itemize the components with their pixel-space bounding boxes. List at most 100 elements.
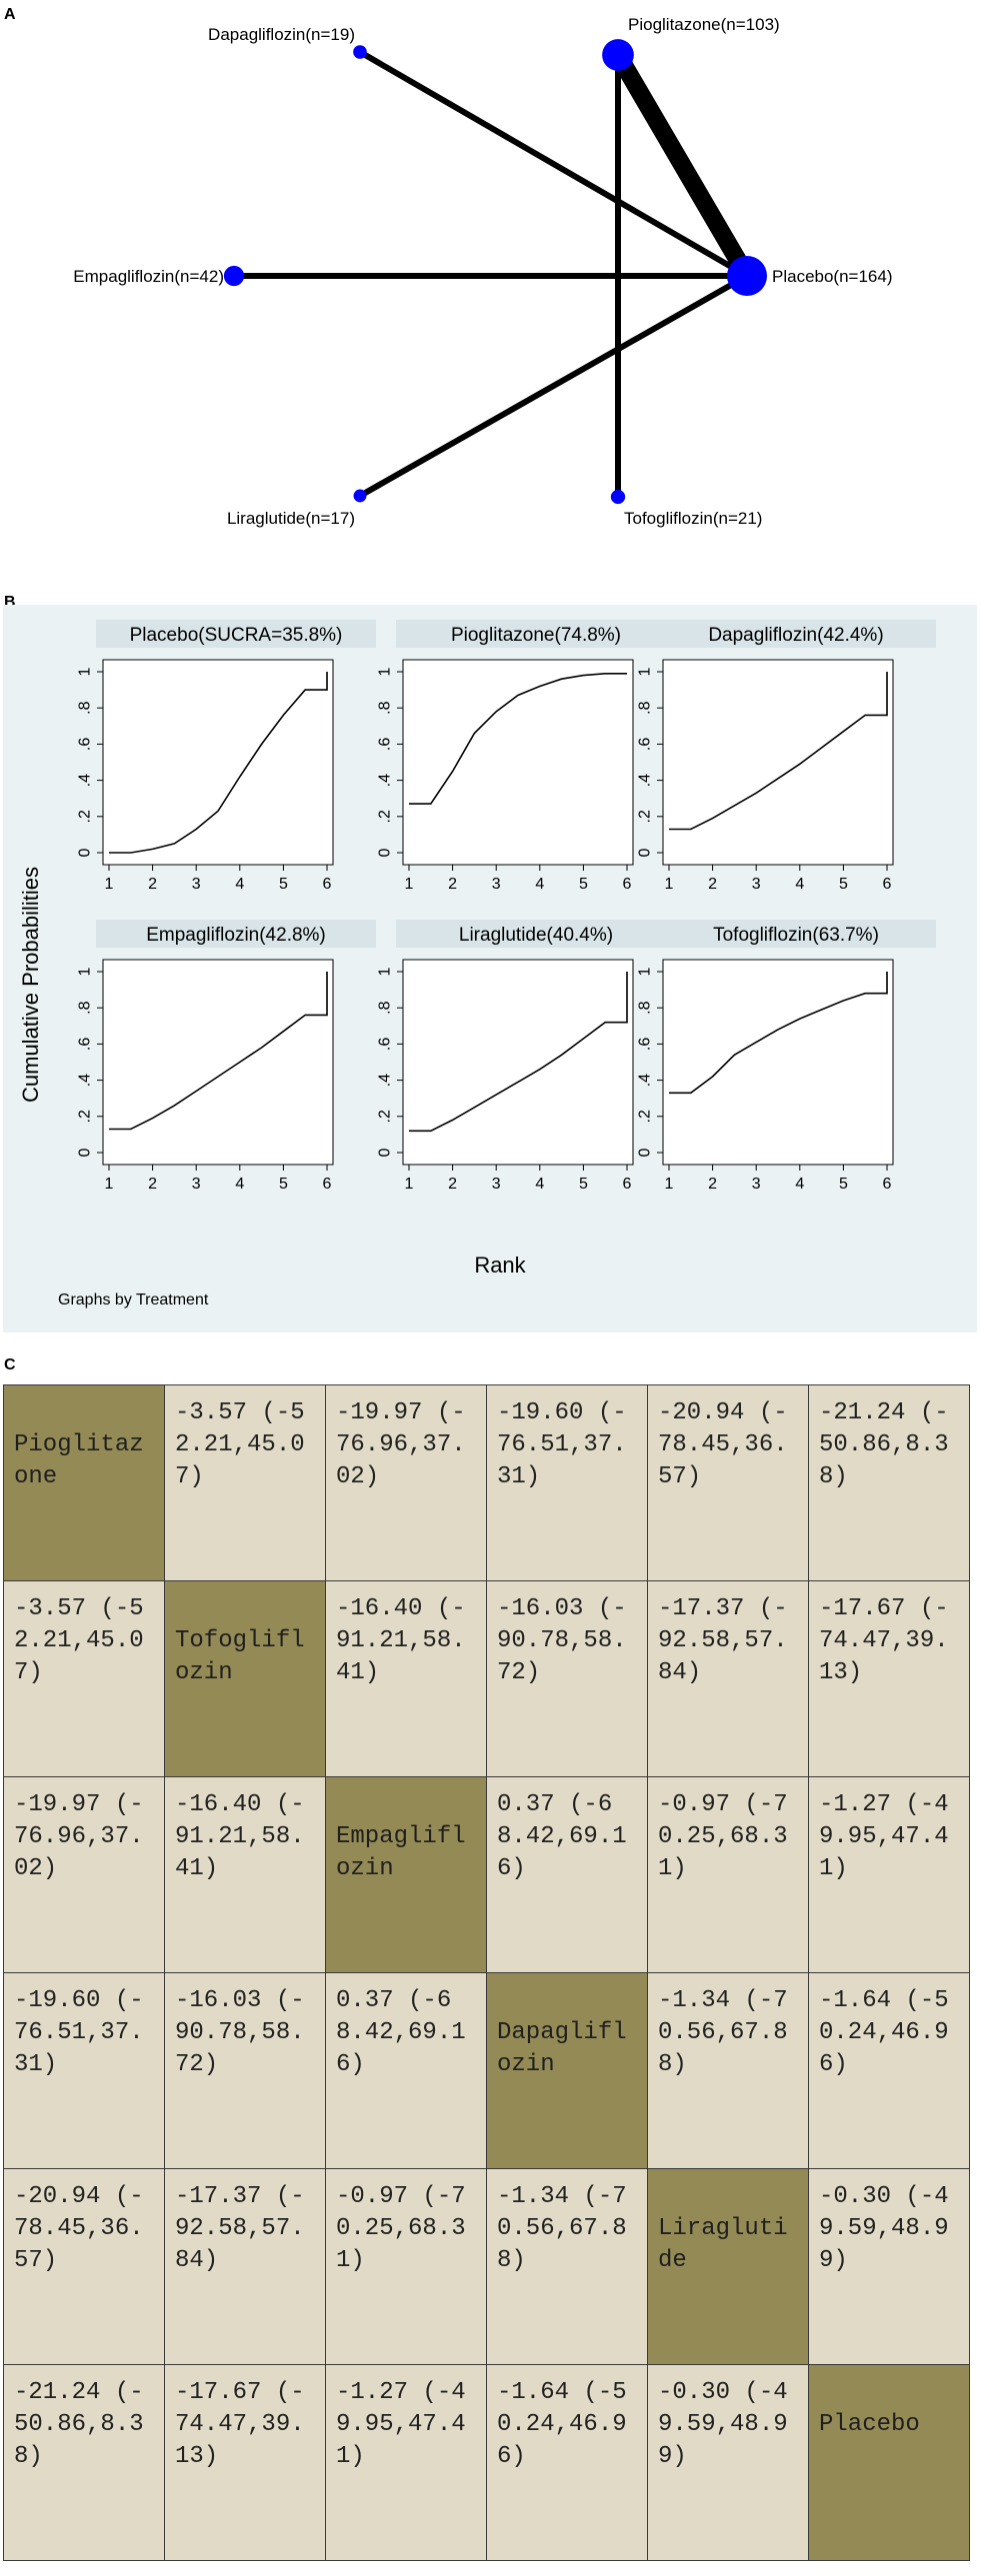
x-tick-label: 5	[839, 1176, 848, 1193]
x-tick-label: 6	[623, 876, 632, 893]
x-tick-label: 6	[883, 1176, 892, 1193]
subplot-dapagliflozin: Dapagliflozin(42.4%) 0 .2 .4 .6 .8 1 1 2 3 4 5 6	[637, 620, 936, 893]
subplot-title: Empagliflozin(42.8%)	[146, 925, 326, 946]
comparison-cell: -19.97 (-76.96,37.02)	[3, 1776, 165, 1973]
comparison-cell: 0.37 (-68.42,69.16)	[486, 1776, 648, 1973]
edge-liraglutide-placebo	[358, 273, 749, 499]
y-tick-label: .8	[637, 1001, 654, 1014]
subplot-title: Liraglutide(40.4%)	[459, 925, 613, 946]
x-tick-label: 5	[579, 876, 588, 893]
x-tick-label: 5	[579, 1176, 588, 1193]
comparison-cell: -3.57 (-52.21,45.07)	[3, 1580, 165, 1777]
y-tick-label: .6	[377, 1038, 394, 1051]
cumulative-rank-plot: Placebo(SUCRA=35.8%) 0 .2 .4 .6 .8 1 1 2 3 4 5 6 Piog…	[3, 605, 977, 1332]
y-tick-label: .4	[77, 774, 94, 787]
y-tick-label: .8	[377, 1001, 394, 1014]
node-label-pioglitazone: Pioglitazone(n=103)	[628, 15, 780, 34]
node-label-liraglutide: Liraglutide(n=17)	[227, 509, 355, 528]
series-line-tofogliflozin	[669, 972, 888, 1095]
panel-label-b: B	[4, 594, 16, 611]
y-tick-label: .2	[77, 1110, 94, 1123]
subplot-empagliflozin: Empagliflozin(42.8%) 0 .2 .4 .6 .8 1 1 2 3 4 5 6	[77, 920, 376, 1193]
x-tick-label: 1	[665, 1176, 674, 1193]
comparison-cell: -1.34 (-70.56,67.88)	[486, 2168, 648, 2365]
table-row: -20.94 (-78.45,36.57) -17.37 (-92.58,57.8…	[3, 2168, 970, 2365]
x-axis-title: Rank	[474, 1253, 526, 1278]
treatment-cell: Pioglitazone	[3, 1384, 165, 1581]
comparison-cell: -3.57 (-52.21,45.07)	[164, 1384, 326, 1581]
treatment-cell: Empagliflozin	[325, 1776, 487, 1973]
treatment-cell: Liraglutide	[647, 2168, 809, 2365]
node-label-tofogliflozin: Tofogliflozin(n=21)	[624, 509, 762, 528]
comparison-cell: -1.27 (-49.95,47.41)	[808, 1776, 970, 1973]
comparison-cell: -16.03 (-90.78,58.72)	[164, 1972, 326, 2169]
x-tick-label: 4	[535, 1176, 544, 1193]
node-placebo	[727, 256, 767, 296]
x-tick-label: 4	[235, 1176, 244, 1193]
subplot-pioglitazone: Pioglitazone(74.8%) 0 .2 .4 .6 .8 1 1 2 3 4 5 6	[377, 620, 676, 893]
graphs-note: Graphs by Treatment	[58, 1291, 209, 1308]
network-plot: Dapagliflozin(n=19) Pioglitazone(n=103) Em…	[73, 15, 893, 528]
y-tick-label: 0	[77, 1148, 94, 1157]
comparison-cell: 0.37 (-68.42,69.16)	[325, 1972, 487, 2169]
table-row: -3.57 (-52.21,45.07) Tofogliflozin -16.40 …	[3, 1580, 970, 1777]
node-empagliflozin	[223, 265, 245, 287]
panel-label-a: A	[4, 6, 16, 23]
y-tick-label: .2	[637, 810, 654, 823]
series-line-dapagliflozin	[669, 672, 888, 831]
node-pioglitazone	[602, 39, 634, 71]
y-tick-label: .6	[77, 1038, 94, 1051]
x-tick-label: 6	[883, 876, 892, 893]
comparison-cell: -21.24 (-50.86,8.38)	[808, 1384, 970, 1581]
y-tick-label: .8	[77, 1001, 94, 1014]
y-tick-label: 0	[377, 848, 394, 857]
comparison-cell: -17.67 (-74.47,39.13)	[808, 1580, 970, 1777]
subplot-title: Pioglitazone(74.8%)	[451, 625, 621, 646]
y-axis-title: Cumulative Probabilities	[18, 867, 43, 1103]
subplot-liraglutide: Liraglutide(40.4%) 0 .2 .4 .6 .8 1 1 2 3 4 5 6	[377, 920, 676, 1193]
subplot-title: Placebo(SUCRA=35.8%)	[130, 625, 343, 646]
y-tick-label: .2	[637, 1110, 654, 1123]
comparison-cell: -0.30 (-49.59,48.99)	[808, 2168, 970, 2365]
subplot-title-bar	[396, 920, 676, 948]
y-tick-label: .2	[77, 810, 94, 823]
y-tick-label: 1	[377, 967, 394, 976]
y-tick-label: .4	[77, 1074, 94, 1087]
comparison-cell: -19.97 (-76.96,37.02)	[325, 1384, 487, 1581]
node-label-placebo: Placebo(n=164)	[772, 267, 893, 286]
x-tick-label: 3	[192, 1176, 201, 1193]
x-tick-label: 1	[405, 876, 414, 893]
x-tick-label: 3	[752, 876, 761, 893]
y-tick-label: 1	[77, 967, 94, 976]
comparison-cell: -1.64 (-50.24,46.96)	[486, 2364, 648, 2561]
y-tick-label: .8	[377, 701, 394, 714]
comparison-cell: -16.40 (-91.21,58.41)	[164, 1776, 326, 1973]
x-tick-label: 2	[708, 876, 717, 893]
comparison-cell: -16.40 (-91.21,58.41)	[325, 1580, 487, 1777]
league-table: Pioglitazone -3.57 (-52.21,45.07) -19.97 (…	[3, 1384, 970, 2561]
subplot-title: Dapagliflozin(42.4%)	[708, 625, 883, 646]
y-tick-label: 1	[77, 667, 94, 676]
x-tick-label: 5	[839, 876, 848, 893]
plot-area	[402, 659, 634, 866]
subplot-title-bar	[656, 620, 936, 648]
x-tick-label: 4	[535, 876, 544, 893]
table-row: -19.97 (-76.96,37.02) -16.40 (-91.21,58.4…	[3, 1776, 970, 1973]
y-tick-label: 1	[637, 967, 654, 976]
x-tick-label: 2	[448, 1176, 457, 1193]
x-tick-label: 3	[492, 876, 501, 893]
y-tick-label: .6	[377, 738, 394, 751]
subplot-title-bar	[396, 620, 676, 648]
y-tick-label: .4	[377, 1074, 394, 1087]
node-tofogliflozin	[610, 489, 626, 505]
x-tick-label: 5	[279, 1176, 288, 1193]
x-tick-label: 4	[795, 876, 804, 893]
plot-area	[102, 959, 334, 1166]
plot-area	[402, 959, 634, 1166]
x-tick-label: 6	[623, 1176, 632, 1193]
x-tick-label: 4	[795, 1176, 804, 1193]
node-label-empagliflozin: Empagliflozin(n=42)	[73, 267, 224, 286]
x-tick-label: 1	[665, 876, 674, 893]
node-liraglutide	[353, 489, 367, 503]
y-tick-label: .6	[637, 1038, 654, 1051]
